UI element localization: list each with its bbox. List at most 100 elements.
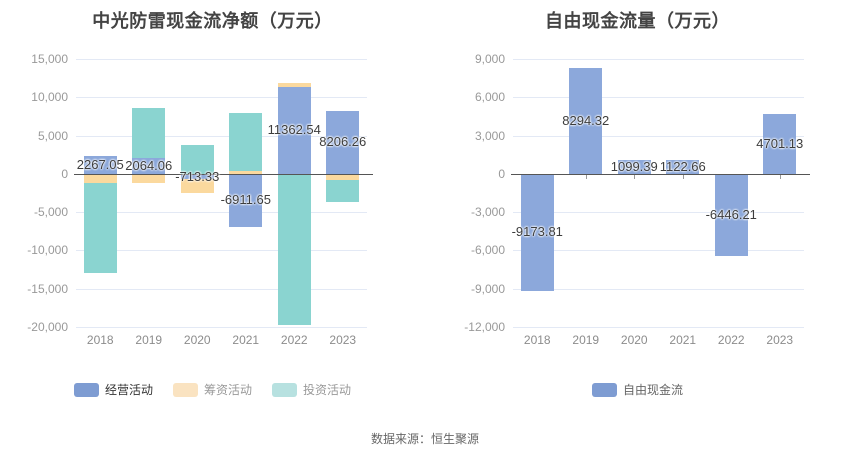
legend-item[interactable]: 筹资活动 <box>172 383 252 397</box>
x-axis-tick <box>779 174 781 179</box>
net-cashflow-legend: 经营活动 筹资活动 投资活动 <box>0 383 425 397</box>
gridline <box>513 212 804 214</box>
free-cashflow-chart-panel: 自由现金流量（万元） 9,000 6,000 3,000 0 -3,000 -6,000-… <box>425 0 850 459</box>
y-axis-tick-label: -20,000 <box>27 320 68 334</box>
legend-item[interactable]: 投资活动 <box>272 383 351 397</box>
gridline <box>76 135 367 137</box>
x-axis-category-label: 2022 <box>717 333 745 347</box>
bar-value-label: -713.33 <box>175 168 220 184</box>
bar-segment[interactable] <box>763 113 797 174</box>
bar-segment[interactable] <box>520 173 554 291</box>
bar-segment[interactable] <box>326 180 360 202</box>
y-axis-tick-label: -3,000 <box>470 205 505 220</box>
bar-value-label: 1122.66 <box>659 158 706 174</box>
gridline <box>513 250 804 252</box>
x-axis-category-label: 2023 <box>329 333 357 347</box>
bar-segment[interactable] <box>180 173 214 180</box>
bar-segment[interactable] <box>666 159 700 174</box>
gridline <box>513 97 804 99</box>
free-cashflow-legend: 自由现金流 <box>425 383 850 397</box>
gridline <box>513 135 804 137</box>
bar-value-label: 2267.05 <box>76 157 124 173</box>
gridline <box>513 327 804 328</box>
y-axis-tick-label: -15,000 <box>27 281 68 296</box>
x-axis-category-label: 2022 <box>280 333 308 347</box>
y-axis-tick-label: 15,000 <box>31 52 68 66</box>
bar-segment[interactable] <box>277 173 311 325</box>
legend-swatch-icon <box>591 383 617 397</box>
bar-segment[interactable] <box>569 68 603 174</box>
y-axis-tick-label: -10,000 <box>27 243 68 258</box>
bar-segment[interactable] <box>229 170 263 174</box>
y-axis-tick-label: -9,000 <box>470 281 505 296</box>
y-axis-tick-label: 0 <box>61 166 68 181</box>
bar-segment[interactable] <box>132 107 166 159</box>
x-axis-category-label: 2019 <box>135 333 163 347</box>
bar-value-label: 2064.06 <box>125 157 173 173</box>
bar-segment[interactable] <box>277 86 311 174</box>
legend-item[interactable]: 经营活动 <box>73 383 153 397</box>
bar-segment[interactable] <box>714 173 748 257</box>
bar-value-label: -6446.21 <box>705 206 757 222</box>
x-axis-tick <box>585 174 587 179</box>
legend-label: 自由现金流 <box>622 383 683 397</box>
y-axis-tick-label: 6,000 <box>474 90 505 105</box>
bar-value-label: 11362.54 <box>267 122 321 138</box>
bar-value-label: 4701.13 <box>756 135 804 151</box>
free-cashflow-chart-title: 自由现金流量（万元） <box>545 11 730 31</box>
bar-segment[interactable] <box>180 144 214 174</box>
x-axis-tick <box>634 174 636 179</box>
bar-value-label: -6911.65 <box>220 192 271 208</box>
net-cashflow-chart-panel: 中光防雷现金流净额（万元） 15,000 10,000 5,000 0 -5,000 -1… <box>0 11 425 397</box>
bar-value-label: 8206.26 <box>319 134 367 150</box>
bar-segment[interactable] <box>83 173 117 184</box>
zero-axis-line <box>511 173 810 175</box>
legend-swatch-icon <box>172 383 198 397</box>
bar-segment[interactable] <box>326 173 360 181</box>
gridline <box>76 327 367 328</box>
bar-segment[interactable] <box>83 183 117 273</box>
gridline <box>76 212 367 214</box>
y-axis-tick-label: 5,000 <box>37 128 68 143</box>
y-axis-tick-label: -6,000 <box>470 243 505 258</box>
gridline <box>76 97 367 99</box>
legend-label: 经营活动 <box>104 383 153 397</box>
x-axis-category-label: 2018 <box>86 333 114 347</box>
bar-segment[interactable] <box>229 173 263 227</box>
y-axis-tick-label: 0 <box>498 166 505 181</box>
gridline <box>76 59 367 60</box>
bar-segment[interactable] <box>277 83 311 87</box>
x-axis-category-label: 2018 <box>523 333 551 347</box>
x-axis-category-label: 2023 <box>766 333 794 347</box>
bar-segment[interactable] <box>617 159 651 174</box>
legend-label: 投资活动 <box>303 383 352 397</box>
x-axis-category-label: 2019 <box>572 333 600 347</box>
zero-axis-line <box>74 173 373 175</box>
x-axis-category-label: 2020 <box>620 333 648 347</box>
bar-segment[interactable] <box>180 179 214 194</box>
data-source-note: 数据来源：恒生聚源 <box>370 432 479 446</box>
y-axis-tick-label: 9,000 <box>474 52 505 66</box>
y-axis-tick-label: -5,000 <box>33 205 68 220</box>
bar-segment[interactable] <box>326 111 360 174</box>
x-axis-category-label: 2021 <box>232 333 260 347</box>
legend-item[interactable]: 自由现金流 <box>591 383 683 397</box>
gridline <box>513 59 804 60</box>
free-cashflow-plot-area: 9,000 6,000 3,000 0 -3,000 -6,000 -9,000 -12,00… <box>464 52 810 347</box>
bar-segment[interactable] <box>132 158 166 174</box>
legend-swatch-icon <box>73 383 99 397</box>
bar-segment[interactable] <box>229 112 263 171</box>
bar-segment[interactable] <box>132 173 166 183</box>
bar-value-label: 1099.39 <box>610 158 658 174</box>
x-axis-category-label: 2020 <box>183 333 211 347</box>
y-axis-tick-label: -12,000 <box>464 320 505 334</box>
bar-segment[interactable] <box>83 156 117 174</box>
legend-label: 筹资活动 <box>203 383 252 397</box>
y-axis-tick-label: 3,000 <box>474 128 505 143</box>
gridline <box>76 250 367 252</box>
bar-value-label: -9173.81 <box>511 224 563 240</box>
y-axis-tick-label: 10,000 <box>31 90 68 105</box>
x-axis-category-label: 2021 <box>669 333 697 347</box>
gridline <box>76 288 367 290</box>
